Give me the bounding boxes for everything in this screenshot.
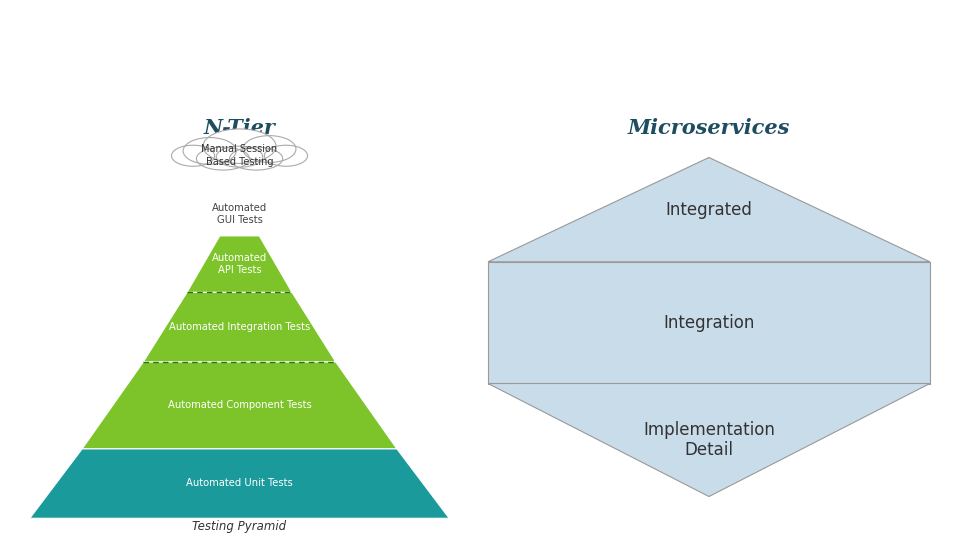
Polygon shape bbox=[30, 449, 449, 518]
Text: N-Tier vs Microservices: N-Tier vs Microservices bbox=[96, 44, 402, 68]
Text: Integrated: Integrated bbox=[665, 201, 753, 219]
Text: Automated Component Tests: Automated Component Tests bbox=[168, 400, 311, 410]
Ellipse shape bbox=[197, 147, 250, 170]
Ellipse shape bbox=[203, 129, 276, 164]
Text: Automated Integration Tests: Automated Integration Tests bbox=[169, 322, 310, 332]
Polygon shape bbox=[488, 262, 930, 383]
Ellipse shape bbox=[243, 136, 296, 163]
Text: Automated
GUI Tests: Automated GUI Tests bbox=[212, 203, 267, 225]
Polygon shape bbox=[488, 383, 930, 497]
Ellipse shape bbox=[183, 138, 236, 164]
Text: Integration: Integration bbox=[663, 314, 755, 332]
Polygon shape bbox=[187, 235, 292, 292]
Text: Testing Pyramid: Testing Pyramid bbox=[192, 521, 287, 534]
Text: Manual Session
Based Testing: Manual Session Based Testing bbox=[202, 144, 277, 167]
Text: Automated
API Tests: Automated API Tests bbox=[212, 253, 267, 275]
Ellipse shape bbox=[229, 147, 282, 170]
Text: Microservices: Microservices bbox=[628, 118, 790, 138]
Ellipse shape bbox=[216, 146, 263, 167]
Text: Automated Unit Tests: Automated Unit Tests bbox=[186, 478, 293, 489]
Polygon shape bbox=[220, 192, 259, 235]
Text: Implementation
Detail: Implementation Detail bbox=[643, 421, 775, 460]
Polygon shape bbox=[143, 292, 336, 362]
Ellipse shape bbox=[264, 145, 307, 166]
Polygon shape bbox=[83, 362, 396, 449]
Ellipse shape bbox=[172, 145, 215, 166]
Polygon shape bbox=[488, 158, 930, 262]
Text: N-Tier: N-Tier bbox=[204, 118, 276, 138]
Text: 11: 11 bbox=[4, 522, 17, 532]
